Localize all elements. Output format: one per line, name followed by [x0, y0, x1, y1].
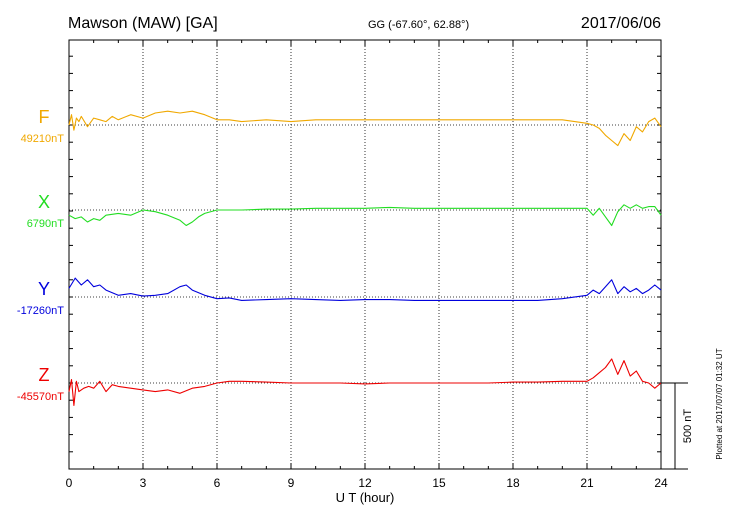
- x-tick-label: 15: [432, 476, 446, 490]
- series-line-x: [68, 204, 662, 227]
- x-tick-labels: 0 3 6 9 12 15 18 21 24: [66, 476, 668, 490]
- series-name-f: F: [39, 107, 50, 127]
- series-labels: F 49210nT X 6790nT Y -17260nT Z -45570nT: [17, 107, 64, 403]
- x-axis-label: U T (hour): [336, 490, 395, 505]
- x-tick-label: 6: [214, 476, 221, 490]
- series-line-y: [68, 277, 662, 301]
- plot-frame: [68, 39, 662, 470]
- plotted-timestamp: Plotted at 2017/07/07 01:32 UT: [715, 348, 724, 459]
- chart-title-date: 2017/06/06: [581, 15, 661, 32]
- series-baseline-z: -45570nT: [17, 391, 64, 403]
- chart-title-station: Mawson (MAW) [GA]: [68, 15, 218, 32]
- scale-bar: 500 nT: [661, 382, 694, 470]
- x-tick-label: 0: [66, 476, 73, 490]
- series-line-z: [68, 358, 662, 406]
- series-baseline-x: 6790nT: [27, 218, 65, 230]
- scale-bar-label: 500 nT: [682, 409, 694, 444]
- series-lines: [68, 110, 662, 406]
- axis-ticks: [68, 40, 662, 470]
- x-tick-label: 21: [580, 476, 594, 490]
- series-baseline-f: 49210nT: [21, 133, 65, 145]
- series-name-z: Z: [39, 365, 50, 385]
- series-name-x: X: [38, 192, 50, 212]
- x-tick-label: 12: [358, 476, 372, 490]
- x-tick-label: 3: [140, 476, 147, 490]
- x-tick-label: 9: [288, 476, 295, 490]
- grid-layer: [142, 40, 588, 469]
- chart-title-coordinates: GG (-67.60°, 62.88°): [368, 19, 469, 31]
- series-line-f: [68, 110, 662, 147]
- series-name-y: Y: [38, 279, 50, 299]
- series-baseline-y: -17260nT: [17, 305, 64, 317]
- x-tick-label: 24: [654, 476, 668, 490]
- x-tick-label: 18: [506, 476, 520, 490]
